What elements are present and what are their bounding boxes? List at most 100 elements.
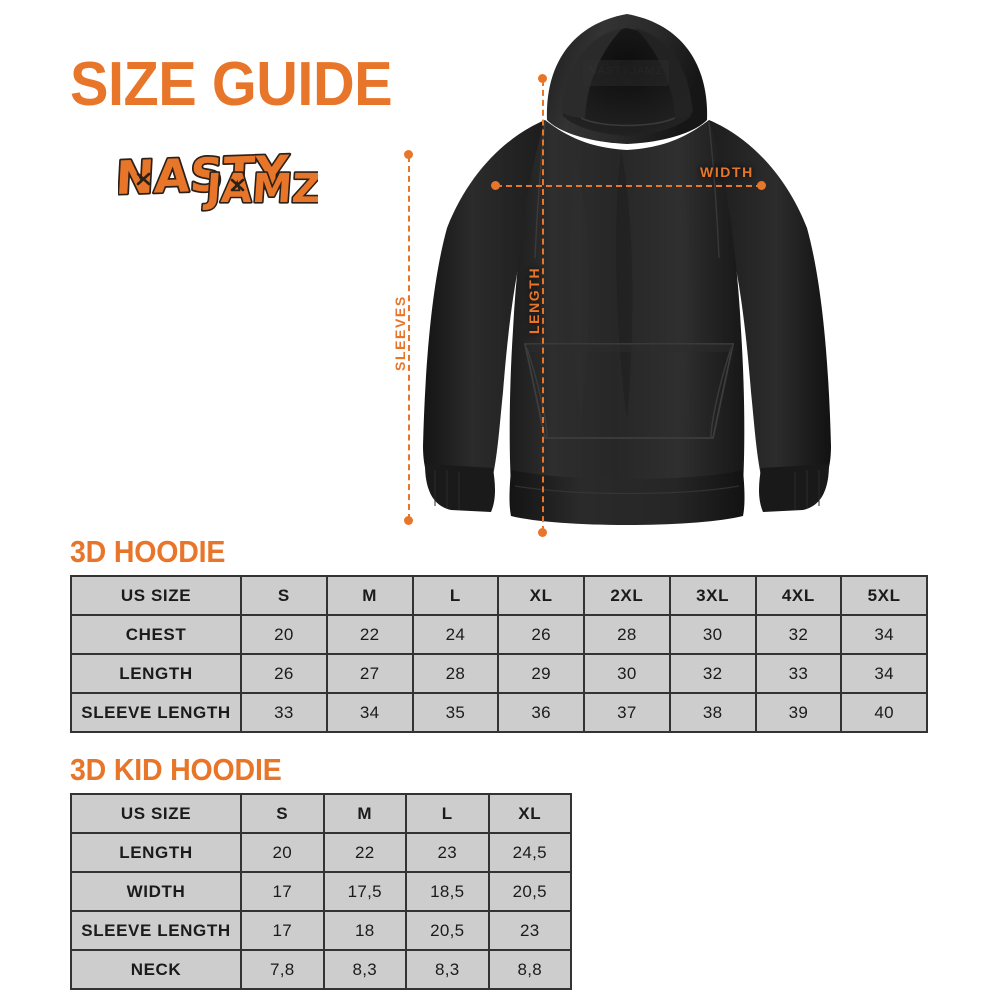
kid-cell-length-m: 22 <box>322 832 407 873</box>
hoodie-cuff-left <box>425 464 495 512</box>
sleeves-measure-label: SLEEVES <box>392 295 408 371</box>
sleeves-measure-line <box>408 156 410 520</box>
adult-cell-sleeve-5xl: 40 <box>840 692 928 733</box>
adult-cell-length-4xl: 33 <box>754 653 843 694</box>
svg-text:NASTYJAMZ: NASTYJAMZ <box>589 65 663 77</box>
adult-col-4xl: 4XL <box>754 575 843 616</box>
hoodie-hem <box>509 470 745 525</box>
kid-cell-length-xl: 24,5 <box>487 832 572 873</box>
adult-cell-length-5xl: 34 <box>840 653 928 694</box>
adult-size-section: 3D HOODIE US SIZE S M L XL 2XL 3XL 4XL 5… <box>70 534 928 733</box>
hoodie-drawstring-channel <box>580 117 676 127</box>
adult-row-label-chest: CHEST <box>70 614 242 655</box>
adult-cell-sleeve-4xl: 39 <box>754 692 843 733</box>
table-row: NECK 7,8 8,3 8,3 8,8 <box>70 949 572 990</box>
page-title: SIZE GUIDE <box>70 50 393 119</box>
kid-cell-sleeve-l: 20,5 <box>405 910 490 951</box>
adult-cell-length-m: 27 <box>325 653 414 694</box>
adult-cell-chest-m: 22 <box>325 614 414 655</box>
adult-cell-chest-s: 20 <box>240 614 328 655</box>
adult-cell-sleeve-2xl: 37 <box>583 692 671 733</box>
hoodie-body <box>509 120 745 486</box>
hoodie-sleeve-left <box>423 120 545 498</box>
kid-cell-length-s: 20 <box>240 832 325 873</box>
table-header-row: US SIZE S M L XL <box>70 793 572 834</box>
width-measure-line <box>496 185 762 187</box>
kid-cell-neck-m: 8,3 <box>322 949 407 990</box>
table-row: LENGTH 20 22 23 24,5 <box>70 832 572 873</box>
kid-section-title: 3D KID HOODIE <box>70 752 282 787</box>
header: SIZE GUIDE <box>70 50 400 119</box>
adult-cell-length-2xl: 30 <box>583 653 671 694</box>
adult-col-3xl: 3XL <box>668 575 757 616</box>
table-row: LENGTH 26 27 28 29 30 32 33 34 <box>70 653 928 694</box>
sleeves-measure-dot-bottom <box>404 516 413 525</box>
brand-logo-nasty: NASTY <box>118 143 292 206</box>
adult-row-label-sleeve-length: SLEEVE LENGTH <box>70 692 242 733</box>
width-measure-label: WIDTH <box>700 164 754 180</box>
adult-cell-length-s: 26 <box>240 653 328 694</box>
kid-col-s: S <box>240 793 325 834</box>
adult-size-table: US SIZE S M L XL 2XL 3XL 4XL 5XL CHEST 2… <box>70 575 928 733</box>
adult-col-s: S <box>240 575 328 616</box>
kid-cell-neck-xl: 8,8 <box>487 949 572 990</box>
table-header-row: US SIZE S M L XL 2XL 3XL 4XL 5XL <box>70 575 928 616</box>
adult-col-2xl: 2XL <box>583 575 671 616</box>
adult-col-l: L <box>411 575 500 616</box>
table-row: CHEST 20 22 24 26 28 30 32 34 <box>70 614 928 655</box>
adult-section-title: 3D HOODIE <box>70 534 226 569</box>
hoodie-neck-label: NASTYJAMZ XL <box>583 60 669 86</box>
adult-cell-chest-l: 24 <box>411 614 500 655</box>
svg-text:JAMZ: JAMZ <box>202 166 318 212</box>
length-measure-dot-top <box>538 74 547 83</box>
kid-size-table: US SIZE S M L XL LENGTH 20 22 23 24,5 WI… <box>70 793 572 990</box>
kid-label-header: US SIZE <box>70 793 242 834</box>
adult-cell-chest-xl: 26 <box>497 614 585 655</box>
width-measure-dot-right <box>757 181 766 190</box>
brand-logo: NASTY JAMZ <box>118 136 318 222</box>
adult-cell-chest-2xl: 28 <box>583 614 671 655</box>
adult-col-xl: XL <box>497 575 585 616</box>
adult-cell-sleeve-l: 35 <box>411 692 500 733</box>
adult-cell-sleeve-3xl: 38 <box>668 692 757 733</box>
sleeves-measure-dot-top <box>404 150 413 159</box>
kid-cell-neck-l: 8,3 <box>405 949 490 990</box>
width-measure-dot-left <box>491 181 500 190</box>
kid-row-label-neck: NECK <box>70 949 242 990</box>
table-row: SLEEVE LENGTH 33 34 35 36 37 38 39 40 <box>70 692 928 733</box>
kid-col-l: L <box>405 793 490 834</box>
adult-cell-chest-5xl: 34 <box>840 614 928 655</box>
adult-row-label-length: LENGTH <box>70 653 242 694</box>
adult-cell-length-xl: 29 <box>497 653 585 694</box>
svg-text:NASTY: NASTY <box>118 145 290 205</box>
kid-cell-width-m: 17,5 <box>322 871 407 912</box>
hoodie-sleeve-right <box>709 120 831 498</box>
adult-cell-chest-3xl: 30 <box>668 614 757 655</box>
hoodie-pocket-opening-right <box>710 347 732 439</box>
table-row: WIDTH 17 17,5 18,5 20,5 <box>70 871 572 912</box>
kid-col-xl: XL <box>487 793 572 834</box>
kid-cell-width-l: 18,5 <box>405 871 490 912</box>
kid-cell-sleeve-s: 17 <box>240 910 325 951</box>
adult-cell-length-3xl: 32 <box>668 653 757 694</box>
kid-col-m: M <box>322 793 407 834</box>
hoodie-illustration: NASTYJAMZ XL <box>395 0 865 545</box>
kid-size-section: 3D KID HOODIE US SIZE S M L XL LENGTH 20… <box>70 752 572 990</box>
length-measure-line <box>542 80 544 532</box>
adult-cell-chest-4xl: 32 <box>754 614 843 655</box>
adult-cell-sleeve-s: 33 <box>240 692 328 733</box>
hoodie-hood-fold-left <box>561 28 623 118</box>
adult-col-5xl: 5XL <box>840 575 928 616</box>
kid-cell-length-l: 23 <box>405 832 490 873</box>
adult-cell-sleeve-xl: 36 <box>497 692 585 733</box>
length-measure-label: LENGTH <box>526 266 542 334</box>
kid-row-label-length: LENGTH <box>70 832 242 873</box>
brand-logo-x-marks <box>136 172 245 192</box>
hoodie-hood-fold-right <box>635 28 693 118</box>
length-measure-dot-bottom <box>538 528 547 537</box>
adult-label-header: US SIZE <box>70 575 242 616</box>
hoodie-cuff-right <box>759 464 829 512</box>
kid-cell-sleeve-m: 18 <box>322 910 407 951</box>
kid-cell-neck-s: 7,8 <box>240 949 325 990</box>
table-row: SLEEVE LENGTH 17 18 20,5 23 <box>70 910 572 951</box>
